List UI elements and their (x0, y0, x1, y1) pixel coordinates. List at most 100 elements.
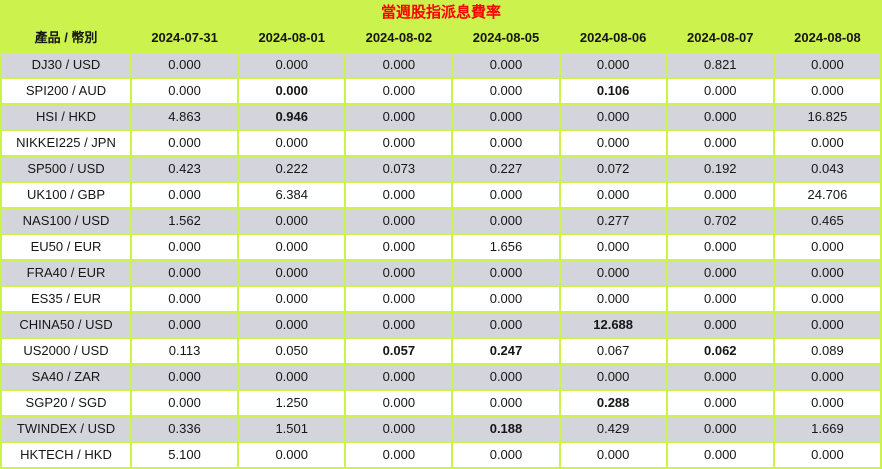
value-cell: 0.000 (344, 51, 454, 79)
table-row: NAS100 / USD 1.562 0.000 0.000 0.000 0.277 0.7… (0, 207, 882, 235)
value-cell: 0.000 (665, 389, 775, 417)
column-header-date: 2024-08-05 (451, 24, 561, 53)
value-cell: 12.688 (558, 311, 668, 339)
value-cell: 0.000 (344, 233, 454, 261)
value-cell: 0.000 (665, 415, 775, 443)
value-cell: 0.000 (129, 389, 240, 417)
value-cell: 0.000 (344, 259, 454, 287)
table-row: NIKKEI225 / JPN 0.000 0.000 0.000 0.000 0.000… (0, 129, 882, 157)
value-cell: 0.000 (451, 259, 561, 287)
value-cell: 0.821 (665, 51, 775, 79)
value-cell: 0.000 (558, 285, 668, 313)
value-cell: 0.000 (451, 207, 561, 235)
product-cell: SGP20 / SGD (0, 389, 132, 417)
value-cell: 0.000 (665, 311, 775, 339)
value-cell: 0.057 (344, 337, 454, 365)
value-cell: 0.000 (129, 285, 240, 313)
value-cell: 0.000 (665, 77, 775, 105)
product-cell: SPI200 / AUD (0, 77, 132, 105)
value-cell: 0.000 (451, 363, 561, 391)
product-cell: NAS100 / USD (0, 207, 132, 235)
value-cell: 0.000 (558, 129, 668, 157)
value-cell: 16.825 (772, 103, 882, 131)
product-cell: HSI / HKD (0, 103, 132, 131)
value-cell: 0.113 (129, 337, 240, 365)
value-cell: 0.000 (558, 181, 668, 209)
table-row: UK100 / GBP 0.000 6.384 0.000 0.000 0.000 0.00… (0, 181, 882, 209)
product-cell: HKTECH / HKD (0, 441, 132, 469)
page-title: 當週股指派息費率 (0, 0, 882, 26)
value-cell: 0.000 (129, 259, 240, 287)
value-cell: 6.384 (237, 181, 347, 209)
value-cell: 0.000 (558, 363, 668, 391)
value-cell: 0.000 (665, 103, 775, 131)
value-cell: 0.188 (451, 415, 561, 443)
value-cell: 0.000 (237, 233, 347, 261)
value-cell: 0.067 (558, 337, 668, 365)
column-header-date: 2024-08-06 (558, 24, 668, 53)
product-cell: ES35 / EUR (0, 285, 132, 313)
value-cell: 0.072 (558, 155, 668, 183)
value-cell: 0.000 (344, 441, 454, 469)
value-cell: 1.656 (451, 233, 561, 261)
value-cell: 0.043 (772, 155, 882, 183)
value-cell: 0.000 (344, 207, 454, 235)
value-cell: 0.000 (237, 77, 347, 105)
table-row: EU50 / EUR 0.000 0.000 0.000 1.656 0.000 0.000… (0, 233, 882, 261)
column-header-date: 2024-08-02 (344, 24, 454, 53)
value-cell: 0.000 (237, 441, 347, 469)
column-header-date: 2024-08-01 (237, 24, 347, 53)
value-cell: 0.000 (237, 207, 347, 235)
table-row: HKTECH / HKD 5.100 0.000 0.000 0.000 0.000 0.0… (0, 441, 882, 469)
value-cell: 0.000 (344, 363, 454, 391)
value-cell: 0.000 (451, 51, 561, 79)
title-row: 當週股指派息費率 (0, 0, 882, 26)
product-cell: CHINA50 / USD (0, 311, 132, 339)
value-cell: 24.706 (772, 181, 882, 209)
value-cell: 1.501 (237, 415, 347, 443)
value-cell: 0.000 (129, 51, 240, 79)
value-cell: 0.000 (344, 129, 454, 157)
value-cell: 0.000 (665, 233, 775, 261)
value-cell: 0.000 (558, 259, 668, 287)
table-row: US2000 / USD 0.113 0.050 0.057 0.247 0.067 0.0… (0, 337, 882, 365)
table-row: SGP20 / SGD 0.000 1.250 0.000 0.000 0.288 0.00… (0, 389, 882, 417)
value-cell: 0.000 (344, 103, 454, 131)
value-cell: 0.000 (772, 233, 882, 261)
table-row: CHINA50 / USD 0.000 0.000 0.000 0.000 12.688 0… (0, 311, 882, 339)
product-cell: SP500 / USD (0, 155, 132, 183)
value-cell: 1.562 (129, 207, 240, 235)
value-cell: 0.000 (772, 285, 882, 313)
value-cell: 0.000 (237, 51, 347, 79)
value-cell: 0.062 (665, 337, 775, 365)
column-header-date: 2024-08-08 (772, 24, 882, 53)
table-body: DJ30 / USD 0.000 0.000 0.000 0.000 0.000 0.821… (0, 51, 882, 469)
value-cell: 0.702 (665, 207, 775, 235)
value-cell: 0.000 (558, 103, 668, 131)
value-cell: 0.000 (344, 415, 454, 443)
value-cell: 0.000 (451, 285, 561, 313)
value-cell: 0.000 (344, 389, 454, 417)
value-cell: 0.000 (772, 389, 882, 417)
value-cell: 0.000 (129, 363, 240, 391)
table-row: SA40 / ZAR 0.000 0.000 0.000 0.000 0.000 0.000… (0, 363, 882, 391)
value-cell: 0.073 (344, 155, 454, 183)
value-cell: 0.000 (129, 311, 240, 339)
value-cell: 0.946 (237, 103, 347, 131)
value-cell: 0.000 (237, 363, 347, 391)
table-row: SPI200 / AUD 0.000 0.000 0.000 0.000 0.106 0.0… (0, 77, 882, 105)
table-row: ES35 / EUR 0.000 0.000 0.000 0.000 0.000 0.000… (0, 285, 882, 313)
value-cell: 0.000 (665, 181, 775, 209)
value-cell: 0.000 (665, 129, 775, 157)
table-row: SP500 / USD 0.423 0.222 0.073 0.227 0.072 0.19… (0, 155, 882, 183)
value-cell: 0.000 (665, 363, 775, 391)
value-cell: 0.000 (129, 233, 240, 261)
value-cell: 0.106 (558, 77, 668, 105)
value-cell: 0.000 (772, 51, 882, 79)
value-cell: 0.000 (237, 259, 347, 287)
product-cell: SA40 / ZAR (0, 363, 132, 391)
value-cell: 0.000 (558, 233, 668, 261)
table-row: HSI / HKD 4.863 0.946 0.000 0.000 0.000 0.000 1… (0, 103, 882, 131)
value-cell: 0.227 (451, 155, 561, 183)
value-cell: 0.000 (451, 389, 561, 417)
